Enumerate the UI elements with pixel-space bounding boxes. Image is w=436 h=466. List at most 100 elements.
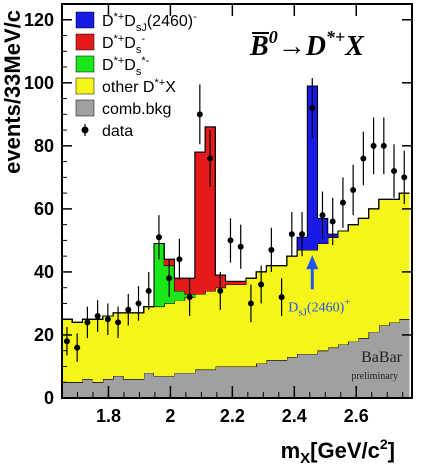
data-point <box>237 224 244 269</box>
legend-swatch <box>75 99 95 117</box>
data-points <box>63 78 408 362</box>
data-point <box>329 197 336 246</box>
data-point <box>196 84 203 145</box>
histogram-bar <box>307 249 318 354</box>
data-point <box>299 212 306 257</box>
data-marker <box>176 256 183 263</box>
histogram-bar <box>225 281 236 285</box>
data-marker <box>258 281 265 288</box>
x-axis-title: mX[GeV/c2] <box>281 436 395 466</box>
histogram-bar <box>337 230 349 345</box>
legend-label: D*+Ds- <box>102 33 145 56</box>
legend-label: other D*+X <box>102 77 176 96</box>
data-marker <box>288 231 295 238</box>
data-point <box>115 306 122 339</box>
legend: D*+DsJ(2460)-D*+Ds-D*+Ds*-other D*+X comb… <box>75 11 197 140</box>
data-marker <box>268 246 275 253</box>
legend-item: D*+Ds- <box>75 33 145 56</box>
histogram-bar <box>184 372 195 398</box>
data-marker <box>329 218 336 225</box>
data-marker <box>391 168 398 175</box>
histogram-bar <box>348 224 359 342</box>
data-marker <box>94 313 101 320</box>
annotation-arrow-head <box>306 255 319 270</box>
data-point <box>155 215 162 260</box>
histogram-bar <box>266 360 277 398</box>
data-marker <box>401 174 408 181</box>
data-marker <box>309 105 316 112</box>
histogram-bar <box>164 303 175 376</box>
histogram-bar <box>113 375 124 398</box>
data-point <box>278 278 285 317</box>
brand-sub: preliminary <box>351 371 398 382</box>
histogram-bar <box>235 281 246 285</box>
legend-label: D*+Ds*- <box>102 55 150 78</box>
histogram-bar <box>133 312 144 380</box>
data-marker <box>247 300 254 307</box>
histogram-bar <box>174 300 185 373</box>
data-point <box>217 271 224 310</box>
histogram-bar <box>82 379 93 398</box>
histogram-bar <box>123 379 134 398</box>
histogram-bar <box>317 350 328 398</box>
data-point <box>350 164 357 216</box>
histogram-bar <box>245 366 257 398</box>
legend-marker <box>81 126 89 134</box>
brand-label: BaBar preliminary <box>351 349 402 382</box>
histogram-bar <box>194 152 206 294</box>
histogram-bar <box>368 331 379 398</box>
data-marker <box>278 294 285 301</box>
plot-frame <box>61 3 413 399</box>
histogram-bar <box>317 243 328 351</box>
histogram-bar <box>174 372 185 398</box>
legend-label: data <box>102 123 133 140</box>
legend-label: D*+DsJ(2460)- <box>102 11 197 34</box>
y-tick-label: 80 <box>34 136 54 156</box>
histogram-bar <box>174 290 185 301</box>
legend-item: D*+DsJ(2460)- <box>75 11 197 34</box>
histogram-bar <box>235 366 246 398</box>
histogram-bar <box>113 312 124 376</box>
data-marker <box>135 300 142 307</box>
chart-title: B0→D*+X <box>249 27 365 62</box>
y-tick-label: 100 <box>24 73 54 93</box>
histogram-bar <box>153 306 165 376</box>
data-point <box>166 259 173 298</box>
y-tick-label: 40 <box>34 262 54 282</box>
histogram-bar <box>399 319 410 398</box>
histogram-bar <box>399 193 410 320</box>
histogram-bar <box>205 290 216 370</box>
data-point <box>370 117 377 175</box>
data-point <box>207 130 214 187</box>
data-point <box>227 218 234 263</box>
histogram-bar <box>153 375 165 398</box>
data-marker <box>207 155 214 162</box>
data-marker <box>84 319 91 326</box>
x-axis: 1.8 2 2.2 2.4 2.6 <box>76 4 404 426</box>
histogram-bar <box>215 287 226 367</box>
data-marker <box>186 294 193 301</box>
histogram-bar <box>307 353 318 398</box>
data-point <box>339 177 346 228</box>
y-tick-label: 20 <box>34 325 54 345</box>
brand-name: BaBar <box>361 349 403 366</box>
x-tick-label: 2.2 <box>220 406 245 426</box>
data-marker <box>319 212 326 219</box>
histogram-bar <box>72 382 83 398</box>
data-marker <box>217 287 224 294</box>
data-marker <box>227 237 234 244</box>
data-point <box>268 227 275 272</box>
data-point <box>360 131 367 186</box>
histogram-bar <box>286 256 298 358</box>
histogram-bar <box>153 243 165 307</box>
data-marker <box>74 344 81 351</box>
histogram-bar <box>225 284 236 367</box>
y-axis-title: events/33MeV/c <box>0 10 25 174</box>
data-point <box>258 265 265 304</box>
histogram-bar <box>297 249 308 354</box>
data-marker <box>196 111 203 118</box>
histogram-bar <box>358 338 369 398</box>
data-point <box>104 303 111 335</box>
histogram-bar <box>205 126 216 291</box>
